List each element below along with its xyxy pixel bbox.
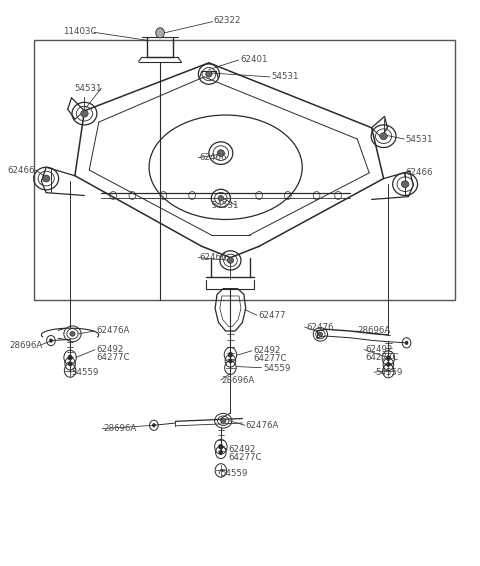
Ellipse shape <box>318 332 323 336</box>
Circle shape <box>228 352 233 357</box>
Text: 62492: 62492 <box>365 345 393 354</box>
Text: 28696A: 28696A <box>222 376 255 385</box>
Circle shape <box>219 450 223 454</box>
Circle shape <box>386 355 391 361</box>
Text: 11403C: 11403C <box>63 27 96 36</box>
Text: 54559: 54559 <box>72 368 99 377</box>
Text: 62476: 62476 <box>306 323 334 332</box>
Text: 62476A: 62476A <box>96 327 130 336</box>
Text: 62492: 62492 <box>96 345 124 354</box>
Circle shape <box>152 423 156 427</box>
Circle shape <box>219 444 223 449</box>
Circle shape <box>405 341 408 345</box>
Text: 64277C: 64277C <box>96 353 130 362</box>
Text: 54531: 54531 <box>405 135 432 144</box>
Text: 62466: 62466 <box>199 153 227 162</box>
Text: 62322: 62322 <box>214 16 241 25</box>
Text: 62401: 62401 <box>240 55 267 65</box>
Circle shape <box>68 362 72 366</box>
Circle shape <box>228 359 232 363</box>
Text: 28696A: 28696A <box>104 424 137 433</box>
Text: 62477: 62477 <box>258 311 286 320</box>
Text: 54559: 54559 <box>375 368 402 377</box>
Text: 54531: 54531 <box>75 84 102 93</box>
Text: 62476A: 62476A <box>246 421 279 430</box>
Ellipse shape <box>380 133 387 140</box>
Text: 64277C: 64277C <box>253 354 287 363</box>
Text: 54531: 54531 <box>211 200 239 209</box>
Text: 54531: 54531 <box>271 72 299 82</box>
Bar <box>34 40 456 300</box>
Text: 62492: 62492 <box>253 346 281 355</box>
Circle shape <box>68 355 72 360</box>
Text: 62466: 62466 <box>405 169 432 177</box>
Circle shape <box>49 339 52 342</box>
Ellipse shape <box>218 196 224 201</box>
Ellipse shape <box>221 419 226 423</box>
Text: 28696A: 28696A <box>357 327 391 336</box>
Text: 62492: 62492 <box>228 445 255 454</box>
Text: 62466: 62466 <box>8 166 36 174</box>
Text: 54559: 54559 <box>263 365 290 374</box>
Ellipse shape <box>227 258 234 263</box>
Text: 64277C: 64277C <box>228 453 262 462</box>
Text: 54559: 54559 <box>220 469 247 478</box>
Ellipse shape <box>217 150 225 157</box>
Circle shape <box>156 28 164 38</box>
Text: 64277C: 64277C <box>365 353 399 362</box>
Text: 62466: 62466 <box>199 253 227 262</box>
Text: 28696A: 28696A <box>9 341 43 350</box>
Ellipse shape <box>42 175 50 182</box>
Ellipse shape <box>401 181 409 187</box>
Ellipse shape <box>70 332 75 336</box>
Ellipse shape <box>206 71 212 77</box>
Ellipse shape <box>81 110 88 117</box>
Circle shape <box>386 362 390 366</box>
